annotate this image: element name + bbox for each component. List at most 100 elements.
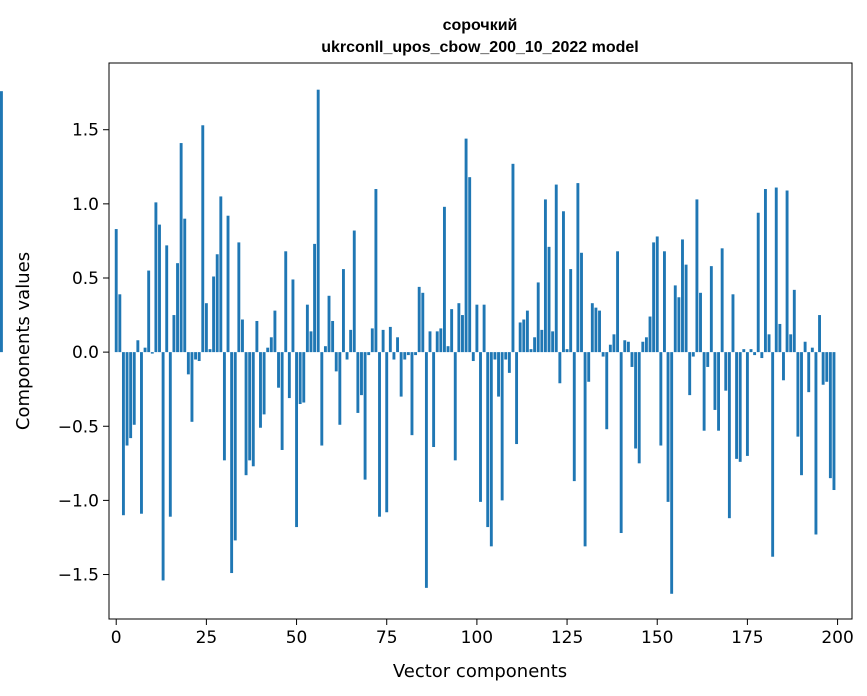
bar-196: [821, 352, 825, 385]
bar-126: [569, 269, 573, 353]
bar-138: [612, 334, 616, 353]
bar-140: [619, 352, 623, 534]
bar-16: [172, 315, 176, 353]
bar-10: [150, 352, 154, 354]
bar-131: [587, 352, 591, 382]
bar-104: [489, 352, 493, 547]
bar-7: [140, 352, 143, 514]
bar-61: [334, 352, 338, 372]
bar-77: [392, 352, 396, 360]
bar-44: [273, 310, 277, 353]
bar-40: [259, 352, 262, 428]
bar-25: [204, 303, 208, 353]
bar-47: [284, 251, 288, 353]
bar-70: [367, 352, 371, 356]
bar-90: [439, 328, 443, 353]
bar-8: [143, 347, 147, 353]
bar-74: [381, 329, 385, 353]
bar-119: [543, 199, 547, 353]
bar-71: [370, 328, 374, 353]
bar-187: [789, 334, 793, 353]
bar-112: [518, 322, 522, 353]
bar-81: [406, 352, 410, 356]
bar-142: [626, 341, 630, 353]
bar-165: [709, 266, 713, 353]
bar-85: [421, 292, 425, 353]
bar-21: [190, 352, 194, 422]
bar-195: [818, 315, 821, 353]
bar-1: [118, 294, 122, 353]
bar-34: [237, 242, 241, 353]
y-tick-label: −1.0: [58, 491, 99, 511]
bar-27: [212, 276, 216, 353]
bar-128: [576, 183, 580, 353]
bar-183: [774, 187, 778, 353]
bar-97: [464, 138, 468, 353]
bar-45: [277, 352, 280, 388]
bar-136: [605, 352, 609, 430]
bar-49: [291, 279, 295, 353]
bar-137: [608, 344, 612, 353]
bar-79: [399, 352, 403, 397]
bar-125: [565, 349, 569, 353]
x-tick-label: 75: [376, 628, 398, 648]
bar-32: [230, 352, 234, 574]
bar-72: [374, 189, 378, 353]
bar-184: [778, 323, 782, 353]
bar-118: [540, 329, 544, 353]
bar-149: [652, 242, 656, 353]
bar-141: [623, 340, 627, 353]
bar-192: [807, 352, 811, 393]
bar-52: [302, 352, 306, 403]
x-tick-label: 0: [111, 628, 122, 648]
bar-162: [699, 292, 702, 353]
bar-98: [468, 177, 472, 353]
bar-15: [168, 352, 172, 517]
bar-51: [298, 352, 302, 405]
y-axis-ticks: −1.5 −1.0 −0.5 0.0 0.5 1.0 1.5: [58, 121, 109, 586]
bar-19: [183, 218, 187, 353]
bar-167: [717, 352, 720, 431]
bar-75: [385, 352, 389, 513]
bar-143: [630, 352, 634, 367]
bar-41: [262, 352, 266, 415]
bar-38: [251, 352, 255, 467]
bar-144: [634, 352, 638, 449]
bar-106: [497, 352, 500, 397]
bar-166: [713, 352, 717, 410]
bar-154: [670, 352, 674, 594]
bar-57: [320, 352, 324, 446]
x-tick-label: 25: [196, 628, 218, 648]
bar-180: [763, 189, 767, 353]
bar-93: [450, 309, 454, 353]
y-tick-label: −0.5: [58, 417, 99, 437]
bar-80: [403, 352, 407, 360]
x-axis-ticks: 0 25 50 75 100 125 150 175 200: [111, 619, 854, 648]
bar-12: [158, 224, 161, 353]
bar-161: [695, 199, 699, 353]
bar-117: [536, 282, 540, 353]
bar-105: [493, 352, 497, 360]
bar-68: [360, 352, 363, 396]
bar-159: [688, 352, 692, 396]
bar-163: [702, 352, 706, 431]
bar-53: [305, 304, 309, 353]
bar-176: [749, 349, 753, 353]
bar-191: [803, 341, 807, 353]
bar-22: [194, 352, 198, 360]
bar-116: [533, 337, 537, 353]
bar-173: [738, 352, 742, 462]
bar-17: [176, 263, 179, 353]
bar-24: [201, 125, 205, 353]
bar-134: [598, 310, 601, 353]
bar-110: [511, 163, 515, 353]
bar-73: [378, 352, 381, 517]
bar-83: [414, 352, 418, 356]
bar-4: [129, 352, 133, 439]
bar-148: [648, 316, 652, 353]
bar-undefined: [0, 91, 3, 353]
bar-69: [363, 352, 367, 480]
bar-36: [244, 352, 248, 476]
bar-160: [691, 352, 695, 357]
bar-18: [179, 143, 183, 353]
